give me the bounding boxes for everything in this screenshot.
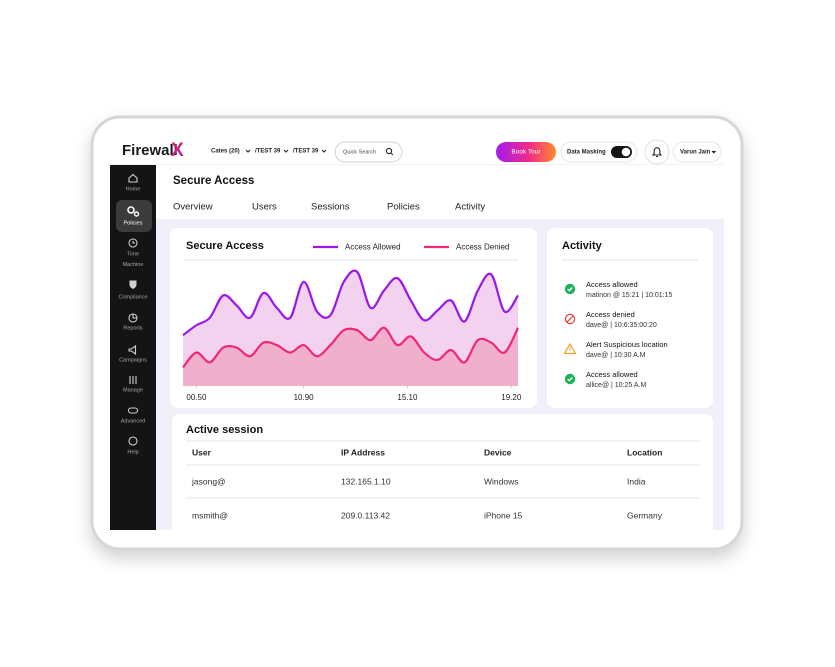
notifications-button[interactable] <box>644 139 670 165</box>
activity-title: Access denied <box>586 310 635 319</box>
policies-icon <box>127 206 135 214</box>
search-box[interactable] <box>334 141 403 163</box>
sidebar-label[interactable]: Advanced <box>121 418 145 424</box>
activity-detail: dave@ | 10:6:35:00:20 <box>586 322 657 329</box>
activity-title: Access allowed <box>586 280 638 289</box>
activity-card <box>547 228 713 408</box>
activity-list: Access allowed matinon @ 15:21 | 10:01:15… <box>563 280 672 389</box>
column-header: Location <box>627 447 662 457</box>
sidebar-label[interactable]: Machine <box>123 262 144 268</box>
cell: jasong@ <box>191 476 226 486</box>
sidebar-icons: Home Policies Time Machine Compliance Reports… <box>118 173 148 455</box>
advanced-icon <box>127 407 139 414</box>
sidebar-label[interactable]: Policies <box>124 220 143 226</box>
tab[interactable]: Sessions <box>311 202 350 213</box>
user-name: Varun Jain <box>680 150 711 156</box>
book-tour-button[interactable] <box>496 142 556 162</box>
sidebar-label[interactable]: Time <box>127 251 139 257</box>
activity-title: Access allowed <box>586 370 638 379</box>
x-tick-label: 15.10 <box>397 393 418 402</box>
sidebar-label[interactable]: Help <box>127 449 138 455</box>
search-icon <box>385 147 393 155</box>
bell-icon <box>651 147 663 158</box>
sidebar-label[interactable]: Manage <box>123 387 143 393</box>
sidebar-label[interactable]: Reports <box>123 325 143 331</box>
sidebar-label[interactable]: Campaigns <box>119 357 147 363</box>
tab[interactable]: Overview <box>173 202 213 213</box>
page-title: Secure Access <box>173 175 254 187</box>
chevron <box>245 149 251 153</box>
chart: 00.50 10.90 15.10 19.20 Access Allowed Access… <box>182 243 522 402</box>
user-menu[interactable] <box>672 141 722 163</box>
column-header: IP Address <box>341 447 385 457</box>
help-icon <box>128 436 138 446</box>
status-icon <box>564 313 576 325</box>
legend-label: Access Denied <box>456 243 509 252</box>
campaigns-icon <box>128 344 137 356</box>
toggle-knob <box>621 147 631 157</box>
time-icon <box>128 238 138 248</box>
activity-detail: matinon @ 15:21 | 10:01:15 <box>586 292 672 299</box>
column-header: Device <box>484 447 512 457</box>
app: Firewall X Cates (20) /TEST 39 /TEST 39 … <box>110 136 724 530</box>
policies-icon <box>133 211 140 217</box>
activity-detail: dave@ | 10:30 A.M <box>586 352 646 359</box>
x-tick-label: 00.50 <box>186 393 207 402</box>
search-placeholder: Quick Search <box>343 149 376 155</box>
home-icon <box>128 173 138 183</box>
legend-label: Access Allowed <box>345 243 401 252</box>
breadcrumb[interactable]: Cates (20) <box>211 149 240 155</box>
session-card <box>172 414 713 530</box>
activity-title: Activity <box>562 240 603 252</box>
session-table: User IP Address Device Location jasong@ 132.1… <box>186 447 700 520</box>
cell: iPhone 15 <box>484 510 523 520</box>
sidebar-label[interactable]: Compliance <box>118 294 147 300</box>
status-icon <box>567 287 573 292</box>
logo-mark[interactable]: X <box>171 140 184 161</box>
cell: 209.0.113.42 <box>341 510 390 520</box>
chevron <box>711 150 716 154</box>
cell: msmith@ <box>192 510 228 520</box>
time-icon <box>132 241 135 244</box>
chevron <box>283 149 289 153</box>
x-tick-label: 19.20 <box>501 393 522 402</box>
tab[interactable]: Users <box>252 202 277 213</box>
sidebar-label[interactable]: Home <box>126 186 141 192</box>
breadcrumb[interactable]: /TEST 39 <box>255 149 281 155</box>
compliance-icon <box>129 280 137 289</box>
line <box>182 269 519 337</box>
tab[interactable]: Activity <box>455 202 485 213</box>
search-icon <box>390 152 394 156</box>
activity-detail: allice@ | 10:25 A.M <box>586 382 646 389</box>
cell: Windows <box>484 476 518 486</box>
tab[interactable]: Policies <box>387 202 420 213</box>
cell: India <box>627 476 646 486</box>
page-header <box>156 165 724 219</box>
status-icon <box>566 315 574 323</box>
chevron <box>321 149 327 153</box>
column-header: User <box>192 447 212 457</box>
activity-title: Alert Suspicious location <box>586 340 668 349</box>
manage-icon <box>129 376 137 384</box>
chart-title: Secure Access <box>186 240 264 252</box>
table-title: Active session <box>186 424 263 436</box>
reports-icon <box>132 314 137 319</box>
logo[interactable]: Firewall <box>122 142 178 159</box>
breadcrumb[interactable]: /TEST 39 <box>293 149 319 155</box>
cell: Germany <box>627 510 663 520</box>
status-icon <box>564 373 576 385</box>
sidebar-active <box>116 200 152 232</box>
status-icon <box>567 377 573 382</box>
line <box>182 326 519 369</box>
x-tick-label: 10.90 <box>294 393 315 402</box>
status-icon <box>563 342 577 355</box>
data-masking-label: Data Masking <box>567 150 606 156</box>
book-tour-label: Book Tour <box>511 149 541 156</box>
status-icon <box>564 283 576 295</box>
cell: 132.165.1.10 <box>341 476 391 486</box>
